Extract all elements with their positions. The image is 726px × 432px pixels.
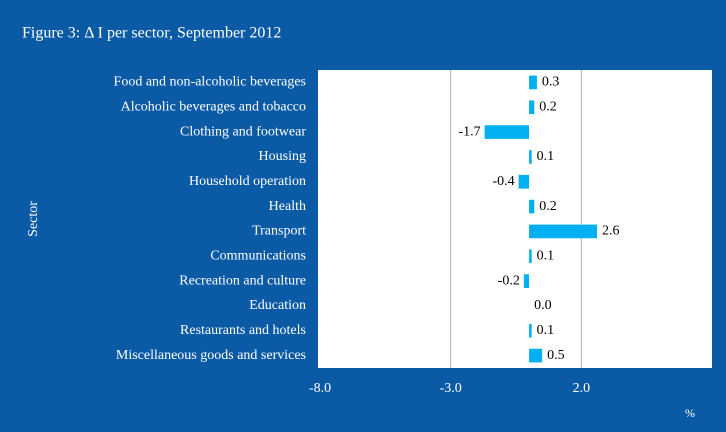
y-tick-label: Recreation and culture xyxy=(179,273,306,288)
y-tick-label: Health xyxy=(269,199,306,214)
bar xyxy=(529,100,535,115)
data-label: -0.2 xyxy=(498,273,520,288)
bar xyxy=(529,323,532,338)
data-label: 0.2 xyxy=(539,99,557,114)
data-label: 0.3 xyxy=(542,75,560,90)
plot-area xyxy=(318,70,712,368)
data-label: 0.5 xyxy=(547,348,565,363)
x-tick-label: -3.0 xyxy=(440,381,462,396)
x-axis-label: % xyxy=(685,406,695,420)
y-tick-label: Food and non-alcoholic beverages xyxy=(114,75,306,90)
y-tick-label: Housing xyxy=(259,149,306,164)
bar xyxy=(518,174,530,189)
data-label: 0.1 xyxy=(537,323,555,338)
data-label: -0.4 xyxy=(492,174,514,189)
y-tick-label: Communications xyxy=(210,248,306,263)
y-tick-label: Miscellaneous goods and services xyxy=(116,348,306,363)
bar xyxy=(529,348,543,363)
data-label: 0.2 xyxy=(539,199,557,214)
data-label: 2.6 xyxy=(602,224,620,239)
x-tick-label: -8.0 xyxy=(309,381,331,396)
data-label: 0.1 xyxy=(537,149,555,164)
bar xyxy=(529,150,532,164)
bar xyxy=(529,224,598,239)
chart-title: Figure 3: Δ I per sector, September 2012 xyxy=(22,25,281,42)
bar xyxy=(529,249,532,264)
y-axis-label: Sector xyxy=(26,201,41,237)
bar xyxy=(484,125,530,139)
x-tick-label: 2.0 xyxy=(573,381,591,396)
data-label: 0.1 xyxy=(537,248,555,263)
y-tick-label: Transport xyxy=(252,224,306,239)
data-label: -1.7 xyxy=(458,124,480,139)
bar xyxy=(529,199,535,214)
bar xyxy=(529,75,537,90)
bar xyxy=(523,274,530,288)
y-tick-label: Restaurants and hotels xyxy=(180,323,306,338)
y-tick-label: Clothing and footwear xyxy=(180,124,306,139)
data-label: 0.0 xyxy=(534,298,552,313)
y-tick-label: Alcoholic beverages and tobacco xyxy=(121,99,306,114)
y-tick-label: Education xyxy=(249,298,306,313)
y-tick-label: Household operation xyxy=(189,174,306,189)
